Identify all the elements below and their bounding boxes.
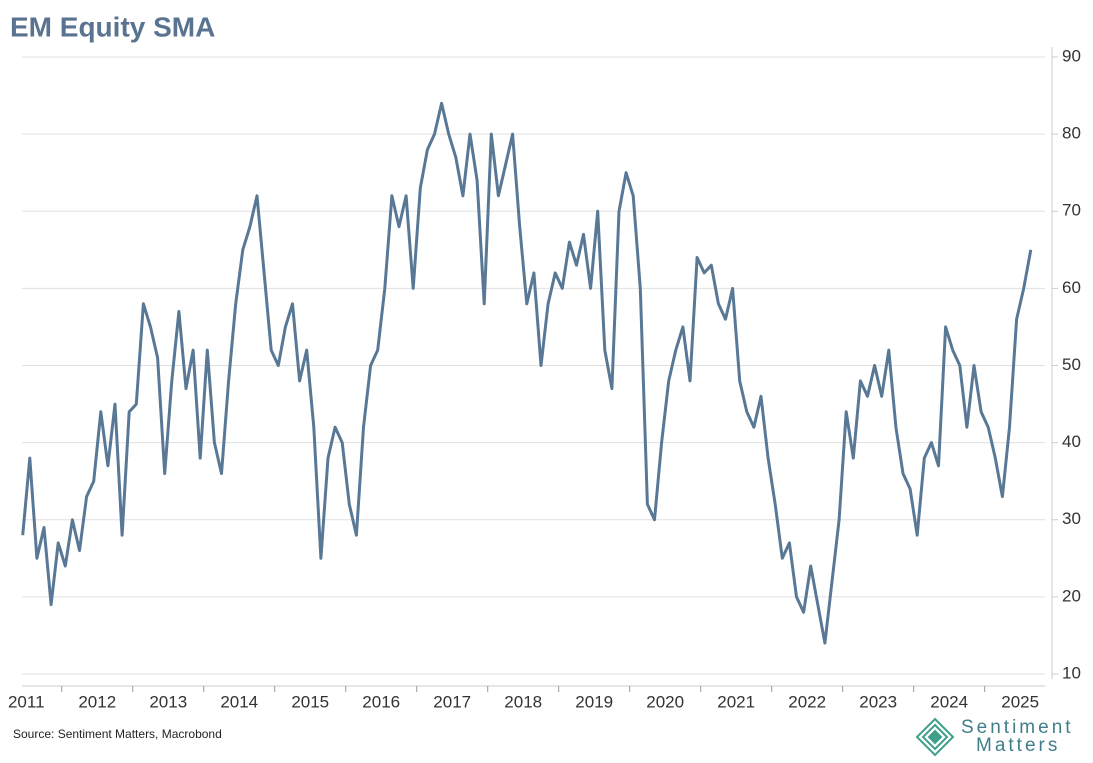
y-tick-label: 80 xyxy=(1062,124,1081,143)
y-tick-label: 70 xyxy=(1062,201,1081,220)
x-tick-label: 2011 xyxy=(8,692,45,711)
y-tick-label: 40 xyxy=(1062,432,1081,451)
x-tick-label: 2023 xyxy=(859,692,897,711)
y-tick-label: 10 xyxy=(1062,663,1081,682)
y-tick-label: 30 xyxy=(1062,509,1081,528)
y-tick-label: 50 xyxy=(1062,355,1081,374)
y-tick-label: 20 xyxy=(1062,586,1081,605)
x-tick-label: 2022 xyxy=(788,692,826,711)
x-tick-label: 2014 xyxy=(220,692,258,711)
x-tick-label: 2015 xyxy=(291,692,329,711)
x-tick-label: 2024 xyxy=(930,692,968,711)
x-tick-label: 2020 xyxy=(646,692,684,711)
source-note: Source: Sentiment Matters, Macrobond xyxy=(13,727,222,741)
x-tick-label: 2018 xyxy=(504,692,542,711)
x-tick-label: 2012 xyxy=(78,692,116,711)
x-tick-label: 2025 xyxy=(1001,692,1039,711)
x-tick-label: 2019 xyxy=(575,692,613,711)
chart-title: EM Equity SMA xyxy=(10,11,215,42)
x-tick-label: 2017 xyxy=(433,692,471,711)
x-tick-label: 2013 xyxy=(149,692,187,711)
logo-icon xyxy=(915,717,955,757)
x-tick-label: 2016 xyxy=(362,692,400,711)
logo-text: Sentiment xyxy=(961,717,1074,738)
x-tick-label: 2021 xyxy=(717,692,755,711)
data-line xyxy=(21,101,1033,645)
y-tick-label: 90 xyxy=(1062,46,1081,65)
y-tick-label: 60 xyxy=(1062,278,1081,297)
logo-text: Matters xyxy=(976,735,1060,756)
